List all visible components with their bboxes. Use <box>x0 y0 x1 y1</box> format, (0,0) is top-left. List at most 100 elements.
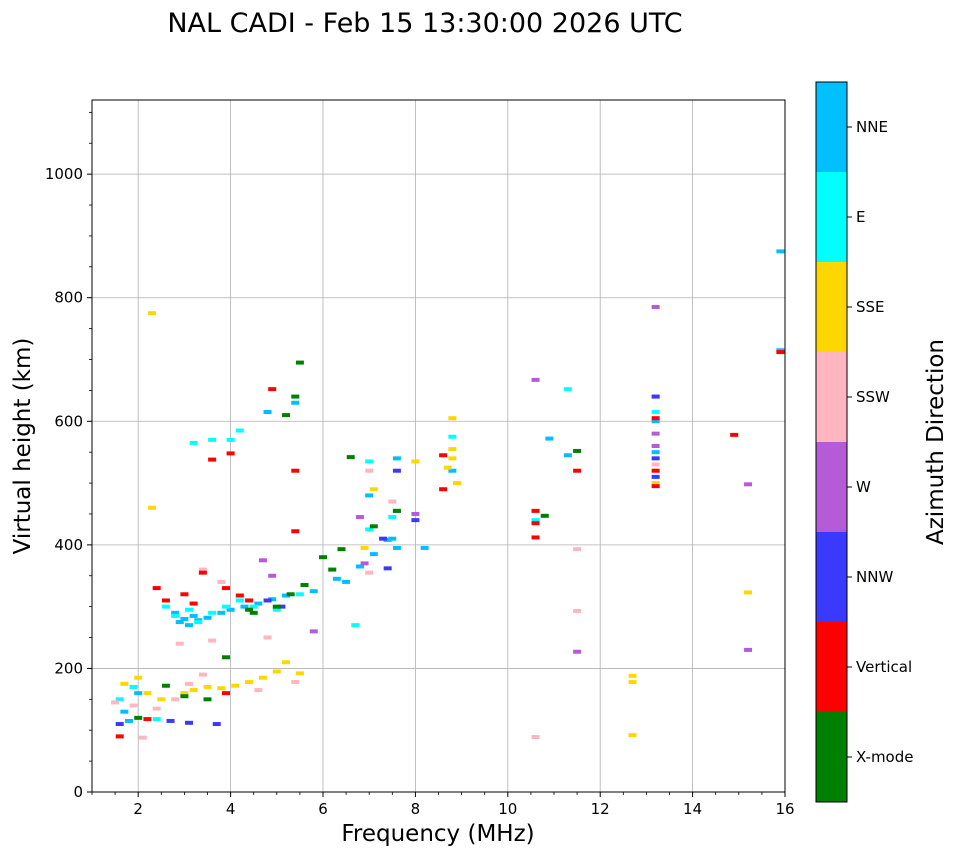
data-point <box>651 431 660 436</box>
data-point <box>573 608 582 613</box>
x-tick-label: 2 <box>133 800 143 818</box>
data-point <box>111 700 120 705</box>
y-tick-label: 400 <box>54 536 83 554</box>
data-point <box>392 508 401 513</box>
data-point <box>452 481 461 486</box>
data-point <box>291 394 300 399</box>
x-tick-label: 10 <box>498 800 517 818</box>
data-point <box>439 453 448 458</box>
data-point <box>439 487 448 492</box>
colorbar: X-mode Vertical NNW W SSW SSE E NNE <box>816 82 913 802</box>
data-point <box>383 537 392 542</box>
colorbar-segment <box>816 622 847 712</box>
series-vertical <box>115 350 785 739</box>
data-point <box>189 601 198 606</box>
data-point <box>258 675 267 680</box>
data-point <box>531 377 540 382</box>
y-tick-label: 1000 <box>45 165 83 183</box>
series-x-mode <box>134 360 582 720</box>
x-tick-label: 16 <box>775 800 794 818</box>
colorbar-tick-label: SSE <box>856 298 885 316</box>
data-point <box>448 468 457 473</box>
colorbar-tick-label: NNW <box>856 568 893 586</box>
data-point <box>129 684 138 689</box>
data-point <box>263 598 272 603</box>
data-point <box>411 459 420 464</box>
data-point <box>651 474 660 479</box>
data-point <box>651 416 660 421</box>
colorbar-tick-label: W <box>856 478 871 496</box>
data-point <box>291 529 300 534</box>
data-point <box>258 558 267 563</box>
data-point <box>254 688 263 693</box>
data-point <box>217 579 226 584</box>
data-point <box>651 462 660 467</box>
data-point <box>115 734 124 739</box>
series-ssw <box>111 462 660 740</box>
data-point <box>744 590 753 595</box>
data-point <box>245 598 254 603</box>
data-point <box>309 629 318 634</box>
data-point <box>235 598 244 603</box>
x-tick-label: 12 <box>591 800 610 818</box>
data-point <box>346 455 355 460</box>
data-point <box>531 735 540 740</box>
data-point <box>531 521 540 526</box>
data-point <box>369 552 378 557</box>
data-point <box>776 350 785 355</box>
data-point <box>198 567 207 572</box>
data-point <box>291 468 300 473</box>
data-point <box>295 671 304 676</box>
data-point <box>221 604 230 609</box>
data-point <box>235 428 244 433</box>
data-point <box>351 623 360 628</box>
colorbar-tick-label: NNE <box>856 118 888 136</box>
data-point <box>392 468 401 473</box>
data-point <box>388 515 397 520</box>
data-point <box>161 598 170 603</box>
data-point <box>573 448 582 453</box>
data-point <box>328 567 337 572</box>
data-point <box>776 249 785 254</box>
data-point <box>249 610 258 615</box>
data-point <box>115 722 124 727</box>
data-point <box>203 684 212 689</box>
data-point <box>129 703 138 708</box>
data-point <box>448 434 457 439</box>
data-point <box>360 545 369 550</box>
data-point <box>383 566 392 571</box>
data-point <box>138 735 147 740</box>
data-point <box>730 432 739 437</box>
data-point <box>185 681 194 686</box>
data-point <box>268 597 277 602</box>
data-point <box>651 481 660 486</box>
y-tick-label: 0 <box>73 783 83 801</box>
data-point <box>531 518 540 523</box>
colorbar-segment <box>816 82 847 172</box>
data-point <box>208 638 217 643</box>
data-point <box>221 655 230 660</box>
x-axis-ticks: 2 4 6 8 10 12 14 16 <box>91 792 795 818</box>
data-point <box>360 561 369 566</box>
data-point <box>226 451 235 456</box>
data-point <box>134 691 143 696</box>
data-point <box>208 437 217 442</box>
data-point <box>540 513 549 518</box>
colorbar-segment <box>816 532 847 622</box>
data-point <box>319 555 327 560</box>
data-point <box>226 437 235 442</box>
data-point <box>180 694 189 699</box>
data-point <box>286 592 295 597</box>
data-point <box>189 613 198 618</box>
data-point <box>651 468 660 473</box>
data-point <box>291 400 300 405</box>
data-point <box>365 527 374 532</box>
data-point <box>651 410 660 415</box>
data-point <box>355 515 364 520</box>
data-point <box>245 607 254 612</box>
data-point <box>208 457 217 462</box>
data-points <box>111 249 785 740</box>
data-point <box>369 487 378 492</box>
data-point <box>332 576 341 581</box>
data-point <box>235 593 244 598</box>
